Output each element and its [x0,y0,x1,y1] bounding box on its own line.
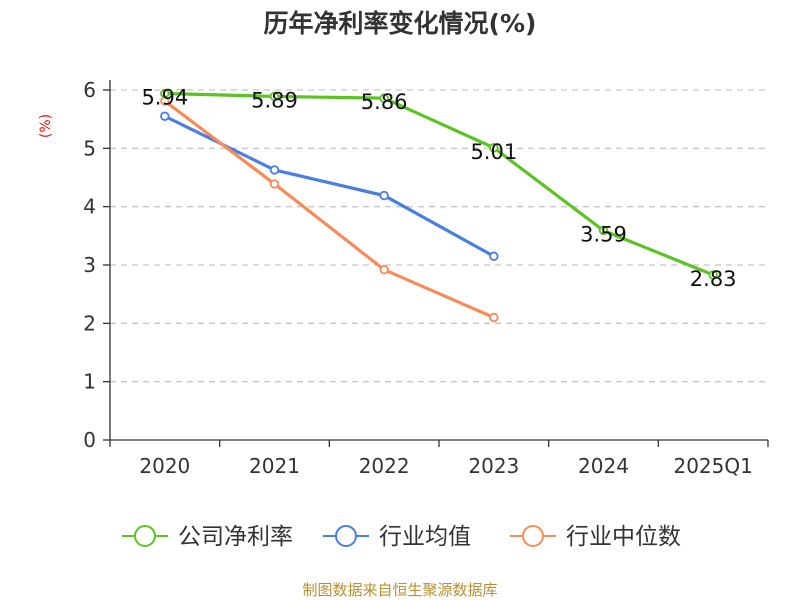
y-tick-label: 6 [83,78,96,102]
data-point [489,312,499,323]
legend-label: 行业中位数 [566,524,681,550]
data-labels: 5.94 5.89 5.86 5.01 3.59 2.83 [141,86,736,291]
data-label: 3.59 [580,223,627,247]
legend-item[interactable]: 行业均值 [323,524,471,550]
data-point [489,143,499,153]
data-point [269,179,280,189]
x-tick-label: 2025Q1 [673,454,752,478]
data-label: 2.83 [690,267,737,291]
series-line-2 [163,99,495,319]
data-label: 5.89 [251,88,298,112]
data-label: 5.86 [361,90,408,114]
y-tick-label: 4 [83,195,96,219]
legend-label: 行业均值 [379,524,471,550]
y-tick-label: 3 [83,253,96,277]
y-axis-label: (%) [38,114,54,138]
axes: 0 1 2 3 4 5 6 2020 2021 2022 2023 2024 2025Q1 [83,78,769,478]
data-point [708,270,718,280]
x-tick-label: 2024 [578,454,629,478]
series-lines [160,88,718,323]
legend-marker-0 [134,525,156,547]
data-point [160,96,170,106]
data-point [379,93,389,103]
source-note: 制图数据来自恒生聚源数据库 [302,581,497,599]
data-point [269,165,280,175]
data-point [160,111,170,121]
data-point [379,190,389,201]
legend-label: 公司净利率 [178,524,293,550]
data-label: 5.94 [141,86,188,110]
y-tick-label: 2 [83,311,96,335]
y-tick-label: 5 [83,136,96,160]
legend-marker-2 [522,525,544,547]
x-tick-label: 2020 [139,454,190,478]
x-tick-label: 2022 [359,454,410,478]
series-line-0 [164,91,714,277]
data-point [489,251,499,261]
data-point [598,225,609,236]
data-point [379,264,389,275]
legend-item[interactable]: 公司净利率 [122,524,293,550]
legend-item[interactable]: 行业中位数 [510,524,681,550]
data-label: 5.01 [470,140,517,164]
data-point [269,91,280,102]
y-tick-label: 0 [83,428,96,452]
legend[interactable]: 公司净利率 行业均值 行业中位数 [122,524,681,550]
y-tick-label: 1 [83,370,96,394]
x-tick-label: 2021 [249,454,300,478]
legend-marker-1 [335,525,357,547]
chart-title: 历年净利率变化情况(%) [264,9,537,38]
x-tick-label: 2023 [468,454,519,478]
